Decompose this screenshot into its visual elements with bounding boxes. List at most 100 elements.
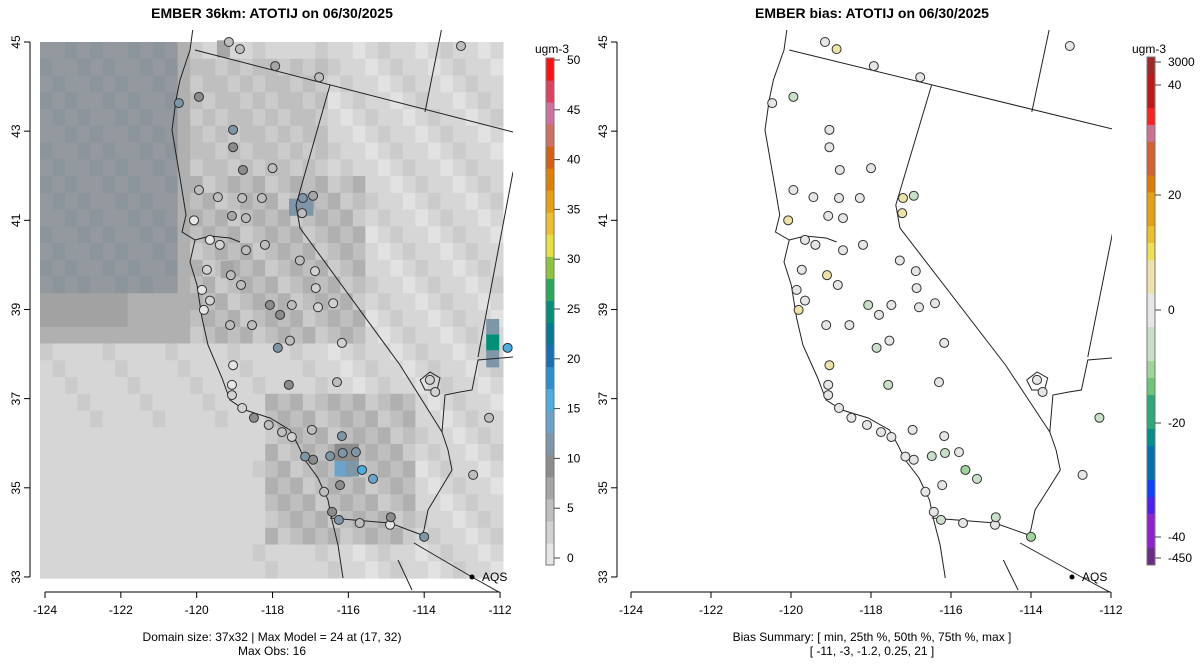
grid-cell xyxy=(65,142,78,160)
grid-cell xyxy=(478,377,491,395)
grid-cell xyxy=(365,226,379,244)
grid-cell xyxy=(427,142,441,160)
station-marker xyxy=(788,91,799,102)
grid-cell xyxy=(252,226,266,244)
station-marker xyxy=(871,342,882,353)
grid-cell xyxy=(65,393,78,412)
grid-cell xyxy=(290,42,304,60)
grid-cell xyxy=(240,226,254,244)
station-marker xyxy=(263,419,274,430)
grid-cell xyxy=(277,561,291,579)
grid-cell xyxy=(165,58,179,77)
grid-cell xyxy=(302,343,316,361)
grid-cell xyxy=(215,343,229,361)
grid-cell xyxy=(490,276,504,294)
station-marker xyxy=(821,320,832,331)
grid-cell xyxy=(265,125,279,144)
grid-cell xyxy=(77,393,91,412)
grid-cell xyxy=(140,561,154,579)
grid-cell xyxy=(440,92,454,110)
grid-cell xyxy=(478,109,491,127)
grid-cell xyxy=(215,393,229,412)
grid-cell xyxy=(102,92,116,110)
grid-cell xyxy=(165,377,179,395)
grid-cell xyxy=(140,444,154,462)
grid-cell xyxy=(327,142,341,160)
colorbar-segment xyxy=(1147,361,1155,379)
grid-cell xyxy=(215,477,229,495)
grid-cell xyxy=(402,444,416,462)
grid-cell xyxy=(352,494,366,512)
station-marker xyxy=(911,283,922,294)
grid-cell xyxy=(340,544,354,562)
grid-cell xyxy=(478,58,491,77)
colorbar-segment xyxy=(1147,378,1155,396)
grid-cell xyxy=(377,326,391,345)
grid-cell xyxy=(377,176,391,194)
grid-cell xyxy=(165,75,179,93)
grid-cell xyxy=(290,410,304,428)
grid-cell xyxy=(127,42,141,60)
grid-cell xyxy=(415,109,429,127)
station-marker xyxy=(834,403,844,414)
grid-cell xyxy=(177,393,191,412)
grid-cell xyxy=(115,360,129,378)
grid-cell xyxy=(277,393,291,412)
grid-cell xyxy=(102,310,116,328)
grid-cell xyxy=(52,58,66,77)
grid-cell xyxy=(140,477,154,495)
grid-cell xyxy=(452,159,466,177)
grid-cell xyxy=(140,42,154,60)
station-marker xyxy=(226,379,237,390)
grid-cell xyxy=(202,427,216,445)
grid-cell xyxy=(490,259,504,278)
grid-cell xyxy=(277,142,291,160)
grid-cell xyxy=(427,125,441,144)
grid-cell xyxy=(240,544,254,562)
grid-cell xyxy=(465,159,479,177)
x-tick-label: -118 xyxy=(859,603,882,617)
grid-cell xyxy=(390,427,404,445)
grid-cell xyxy=(427,393,441,412)
grid-cell xyxy=(377,410,391,428)
grid-cell xyxy=(452,343,466,361)
grid-cell xyxy=(40,377,53,395)
station-marker xyxy=(824,124,835,135)
grid-cell xyxy=(65,243,78,261)
grid-cell xyxy=(177,360,191,378)
station-marker xyxy=(173,98,184,109)
grid-cell xyxy=(377,427,391,445)
grid-cell xyxy=(202,360,216,378)
grid-cell xyxy=(215,427,229,445)
grid-cell xyxy=(102,410,116,428)
grid-cell xyxy=(277,92,291,110)
grid-cell xyxy=(440,259,454,278)
grid-cell xyxy=(40,109,53,127)
grid-cell xyxy=(452,276,466,294)
grid-cell xyxy=(165,276,179,294)
grid-cell xyxy=(115,192,129,211)
station-marker xyxy=(820,37,830,47)
colorbar-tick-label: 20 xyxy=(1168,188,1182,202)
grid-cell xyxy=(90,460,104,479)
grid-cell xyxy=(252,544,266,562)
boundary-line xyxy=(424,30,442,113)
grid-cell xyxy=(90,159,104,177)
x-tick-label: -114 xyxy=(1019,603,1042,617)
colorbar-segment xyxy=(1147,242,1155,260)
grid-cell xyxy=(290,159,304,177)
grid-cell xyxy=(265,276,279,294)
grid-cell xyxy=(402,42,416,60)
grid-cell xyxy=(302,377,316,395)
grid-cell xyxy=(252,511,266,529)
station-marker xyxy=(247,320,258,331)
grid-cell xyxy=(390,460,404,479)
grid-cell xyxy=(215,176,229,194)
grid-cell xyxy=(427,343,441,361)
grid-cell xyxy=(165,109,179,127)
grid-cell xyxy=(227,243,241,261)
grid-cell xyxy=(102,42,116,60)
station-marker xyxy=(844,320,855,331)
station-marker xyxy=(866,163,876,174)
grid-cell xyxy=(265,377,279,395)
